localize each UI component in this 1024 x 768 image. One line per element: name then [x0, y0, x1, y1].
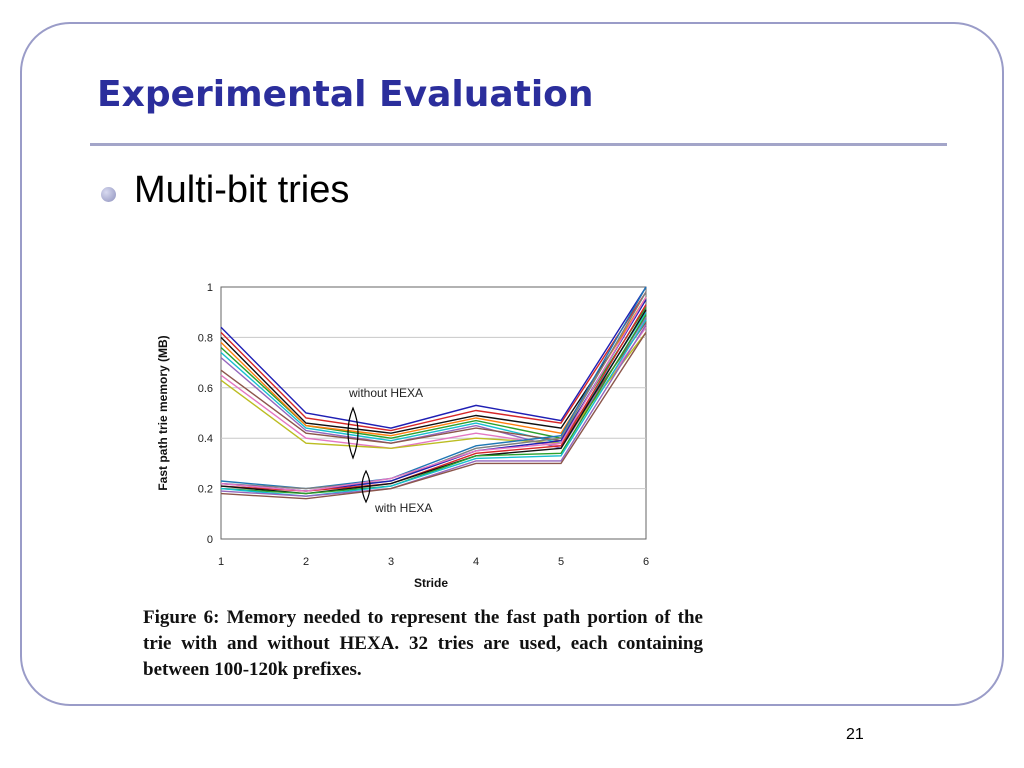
series-line-without-hexa-2 [220, 291, 647, 432]
series-line-without-hexa-1 [220, 286, 647, 429]
y-axis-title: Fast path trie memory (MB) [156, 335, 170, 490]
y-tick-label: 0.2 [198, 484, 213, 496]
y-tick-label: 1 [207, 282, 213, 294]
y-tick-label: 0.4 [198, 433, 213, 445]
bullet-icon [101, 187, 116, 202]
y-tick-label: 0 [207, 534, 213, 546]
series-line-with-hexa-8 [220, 324, 647, 497]
x-tick-label: 3 [388, 556, 394, 568]
with-hexa-bracket-icon [361, 469, 371, 504]
annotation-with-hexa: with HEXA [374, 501, 432, 515]
series-line-with-hexa-9 [220, 332, 647, 500]
series-line-without-hexa-3 [220, 299, 647, 434]
figure-caption: Figure 6: Memory needed to represent the… [143, 607, 703, 680]
x-tick-label: 4 [473, 556, 479, 568]
bullet-text: Multi-bit tries [134, 169, 350, 211]
x-axis-title: Stride [414, 576, 448, 590]
memory-chart: 0 0.2 0.4 0.6 0.8 1 1 2 3 4 5 6 Stride Fast path t… [156, 282, 649, 590]
slide-title: Experimental Evaluation [97, 74, 594, 115]
x-tick-label: 2 [303, 556, 309, 568]
x-axis-ticks: 1 2 3 4 5 6 [218, 556, 649, 568]
x-tick-label: 1 [218, 556, 224, 568]
slide-frame [20, 22, 1004, 706]
y-tick-label: 0.8 [198, 332, 213, 344]
title-divider [90, 143, 947, 146]
series-lines [220, 286, 647, 500]
page-number: 21 [846, 726, 864, 743]
y-axis-ticks: 0 0.2 0.4 0.6 0.8 1 [198, 282, 213, 546]
without-hexa-bracket-icon [347, 406, 359, 460]
annotation-without-hexa: without HEXA [348, 386, 423, 400]
y-tick-label: 0.6 [198, 383, 213, 395]
grid-lines [221, 336, 646, 490]
x-tick-label: 5 [558, 556, 564, 568]
x-tick-label: 6 [643, 556, 649, 568]
series-line-with-hexa-10 [220, 296, 647, 492]
series-line-with-hexa-6 [220, 314, 647, 495]
